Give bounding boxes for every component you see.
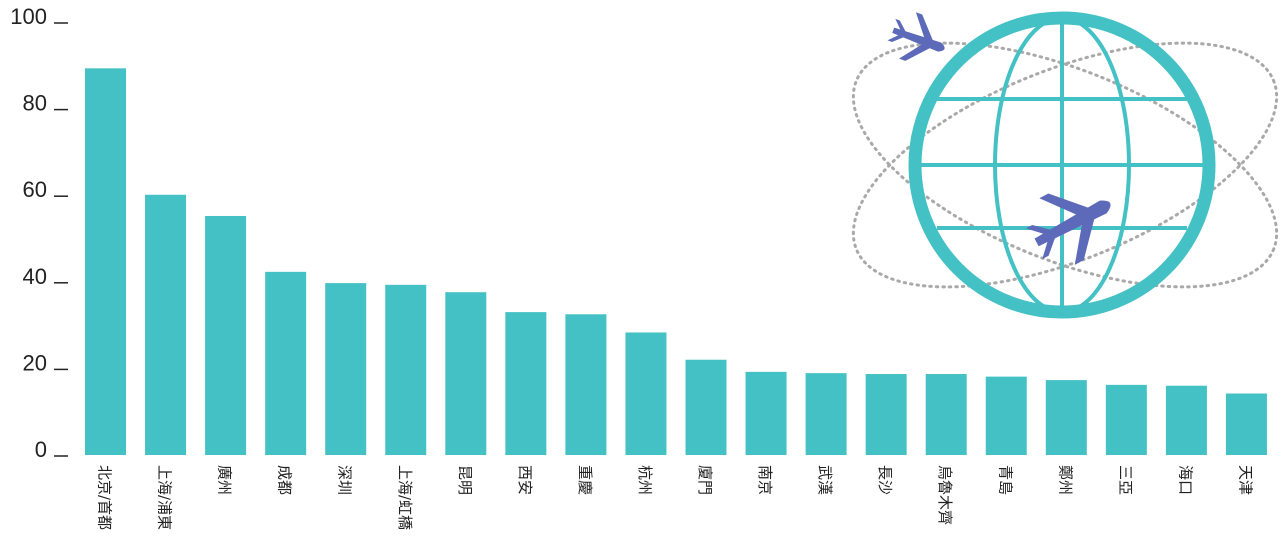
bar — [385, 284, 427, 455]
bar — [1225, 393, 1267, 455]
bar — [1165, 385, 1207, 455]
bar — [205, 215, 247, 455]
x-tick-label: 鄭州 — [1056, 465, 1074, 495]
bar — [685, 359, 727, 455]
bar — [565, 314, 607, 455]
x-tick-label: 上海/虹橋 — [396, 465, 414, 530]
x-tick-label: 昆明 — [456, 465, 474, 495]
x-tick-label: 烏魯木齊 — [936, 465, 954, 525]
x-tick-label: 海口 — [1176, 465, 1194, 495]
airplane-icon — [1025, 193, 1111, 265]
x-tick-label: 三亞 — [1116, 465, 1134, 495]
bar — [745, 371, 787, 455]
bar — [1105, 384, 1147, 455]
bar — [445, 292, 487, 455]
bar — [985, 376, 1027, 455]
y-tick-label: 20 — [23, 350, 47, 375]
x-tick-label: 西安 — [516, 465, 534, 495]
bar — [505, 312, 547, 455]
globe-icon — [908, 11, 1216, 319]
bar — [805, 373, 847, 455]
bar — [85, 68, 126, 456]
x-tick-label: 廣州 — [216, 465, 234, 495]
x-tick-label: 成都 — [276, 465, 294, 495]
x-tick-label: 武漢 — [816, 465, 834, 495]
bar — [625, 332, 667, 455]
bar — [1045, 380, 1087, 455]
y-tick-label: 0 — [35, 437, 47, 462]
x-tick-label: 長沙 — [876, 465, 894, 495]
x-tick-label: 青島 — [996, 465, 1014, 495]
y-axis: 0 20 40 60 80 100 — [10, 4, 68, 462]
x-tick-label: 北京/首都 — [96, 465, 114, 530]
globe-illustration — [851, 11, 1279, 319]
y-tick-label: 60 — [23, 177, 47, 202]
bars — [85, 68, 1267, 456]
x-tick-label: 重慶 — [576, 465, 594, 495]
bar — [265, 271, 307, 455]
y-tick-label: 40 — [23, 264, 47, 289]
x-tick-label: 杭州 — [636, 465, 654, 495]
bar — [925, 374, 967, 455]
x-tick-label: 廈門 — [696, 465, 714, 495]
airplane-icon — [887, 12, 945, 61]
category-labels: 北京/首都 上海/浦東 廣州 成都 深圳 上海/虹橋 昆明 西安 重慶 杭州 廈門 南京 武漢 長沙 烏魯木… — [96, 465, 1255, 530]
y-tick-label: 80 — [23, 91, 47, 116]
x-tick-label: 南京 — [756, 465, 774, 495]
x-tick-label: 上海/浦東 — [156, 465, 174, 530]
x-tick-label: 天津 — [1236, 465, 1254, 495]
bar — [325, 283, 367, 455]
bar — [145, 194, 187, 455]
bar — [865, 374, 907, 455]
orbit-path — [851, 41, 1279, 289]
y-tick-label: 100 — [10, 4, 47, 29]
x-tick-label: 深圳 — [336, 465, 354, 495]
